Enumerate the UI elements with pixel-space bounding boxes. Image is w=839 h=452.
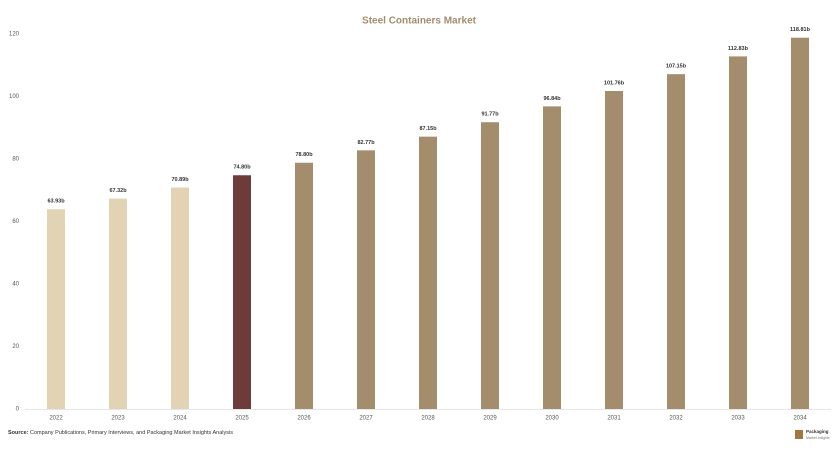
logo-title: Packaging — [806, 429, 829, 434]
y-tick-label: 100 — [9, 94, 20, 100]
logo-icon — [795, 430, 803, 439]
x-tick-label: 2033 — [731, 416, 745, 422]
source-label: Source: — [8, 430, 29, 436]
x-tick-label: 2032 — [669, 416, 683, 422]
x-tick-label: 2026 — [297, 416, 311, 422]
bar — [171, 187, 189, 409]
value-label: 101.76b — [604, 80, 625, 86]
value-label: 70.89b — [171, 177, 189, 183]
bar — [729, 56, 747, 409]
source: Source: Company Publications, Primary In… — [8, 430, 233, 436]
value-label: 91.77b — [481, 112, 499, 118]
value-label: 96.84b — [543, 96, 561, 102]
y-tick-label: 80 — [12, 157, 19, 163]
bar — [605, 91, 623, 409]
chart-title: Steel Containers Market — [362, 16, 477, 27]
bar — [481, 122, 499, 409]
x-tick-label: 2029 — [483, 416, 497, 422]
value-label: 112.83b — [728, 46, 749, 52]
value-label: 78.80b — [295, 152, 313, 158]
bar — [419, 136, 437, 409]
bar — [667, 74, 685, 409]
bar — [791, 37, 809, 409]
y-tick-label: 120 — [9, 32, 20, 38]
y-tick-label: 60 — [12, 219, 19, 225]
value-label: 107.15b — [666, 64, 687, 70]
value-label: 82.77b — [357, 140, 375, 146]
x-tick-label: 2022 — [49, 416, 63, 422]
x-tick-label: 2024 — [173, 416, 187, 422]
value-label: 67.32b — [109, 188, 127, 194]
x-tick-label: 2025 — [235, 416, 249, 422]
value-label: 118.81b — [790, 27, 811, 33]
bar — [47, 209, 65, 409]
x-tick-label: 2028 — [421, 416, 435, 422]
x-tick-label: 2030 — [545, 416, 559, 422]
value-label: 63.93b — [47, 199, 65, 205]
bar — [109, 198, 127, 409]
x-tick-label: 2023 — [111, 416, 125, 422]
bar — [543, 106, 561, 409]
bar — [357, 150, 375, 409]
bar — [295, 162, 313, 409]
x-tick-label: 2034 — [793, 416, 807, 422]
value-label: 87.15b — [419, 126, 437, 132]
y-tick-label: 0 — [16, 407, 20, 413]
bar — [233, 175, 251, 409]
x-tick-label: 2031 — [607, 416, 621, 422]
y-tick-label: 20 — [12, 344, 19, 350]
x-tick-label: 2027 — [359, 416, 373, 422]
value-label: 74.80b — [233, 165, 251, 171]
source-text: Company Publications, Primary Interviews… — [30, 430, 233, 436]
y-tick-label: 40 — [12, 282, 19, 288]
logo-subtitle: Market Insights — [806, 436, 830, 440]
